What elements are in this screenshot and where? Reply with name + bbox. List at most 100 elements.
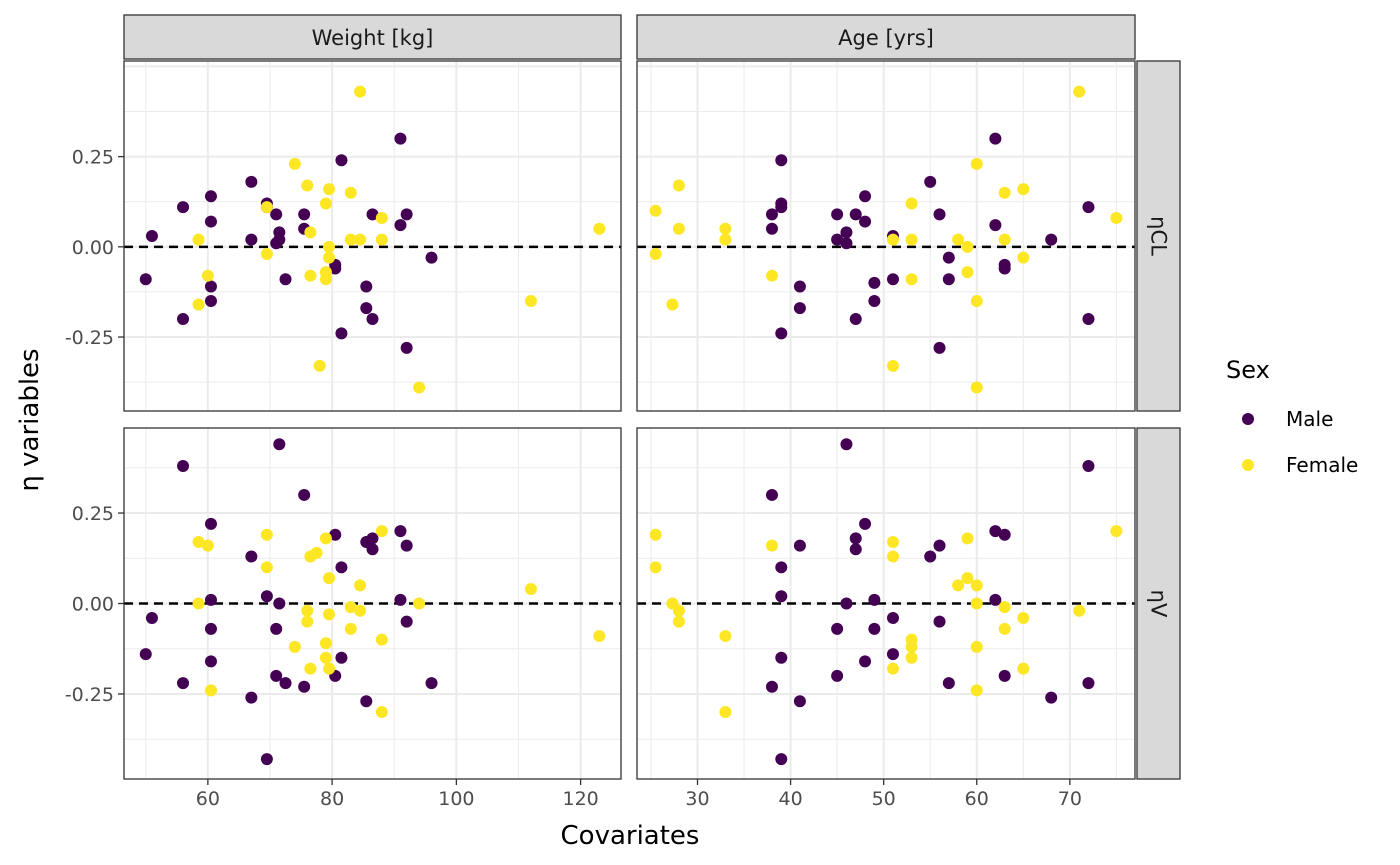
data-point-female [413,381,426,394]
data-point-female [593,222,606,235]
y-axis-title: η variables [15,348,45,491]
data-point-male [298,680,311,693]
x-tick-label: 70 [1058,788,1082,810]
data-point-male [840,226,853,239]
y-tick-label: -0.25 [65,327,114,349]
data-point-female [1017,662,1030,675]
data-point-female [666,298,679,311]
data-point-female [260,528,273,541]
data-point-male [849,543,862,556]
data-point-female [905,197,918,210]
data-point-female [593,630,606,643]
data-point-female [524,583,537,596]
data-point-male [886,611,899,624]
data-point-male [270,208,283,221]
data-point-female [375,233,388,246]
data-point-female [288,157,301,170]
data-point-male [204,517,217,530]
data-point-female [375,633,388,646]
data-point-female [649,528,662,541]
data-point-male [775,651,788,664]
data-point-male [366,208,379,221]
facet-strip-row [1136,427,1181,780]
data-point-male [1082,312,1095,325]
data-point-male [177,312,190,325]
data-point-male [924,175,937,188]
data-point-female [998,233,1011,246]
strips-layer: Weight [kg] Age [yrs] ηCL ηV [123,14,1181,780]
points-female-r0-c1 [649,85,1123,394]
data-point-female [1017,251,1030,264]
points-female-r1-c1 [649,525,1123,719]
x-tick-label: 60 [196,788,220,810]
points-male-r1-c1 [765,438,1095,766]
data-point-female [192,597,205,610]
data-point-male [245,550,258,563]
data-point-male [831,233,844,246]
data-point-female [905,233,918,246]
points-male-r1-c0 [139,438,438,766]
data-point-male [204,593,217,606]
panel-r1-c1 [637,428,1135,779]
x-tick-label: 40 [778,788,802,810]
panel-border [123,60,622,412]
data-point-male [400,208,413,221]
data-point-male [204,190,217,203]
legend-label-male: Male [1286,407,1333,431]
data-point-male [868,593,881,606]
data-point-female [319,637,332,650]
x-axis-title: Covariates [561,821,700,851]
data-point-male [886,273,899,286]
data-point-male [849,312,862,325]
data-point-male [765,222,778,235]
data-point-male [942,273,955,286]
data-point-female [310,546,323,559]
data-point-male [859,215,872,228]
data-point-female [323,183,336,196]
data-point-female [201,539,214,552]
y-tick-label: -0.25 [65,684,114,706]
data-point-male [831,669,844,682]
data-point-male [775,327,788,340]
data-point-male [204,622,217,635]
data-point-female [672,222,685,235]
data-point-female [961,240,974,253]
data-point-male [400,539,413,552]
data-point-female [319,532,332,545]
x-tick-label: 60 [965,788,989,810]
data-point-female [344,233,357,246]
data-point-female [905,273,918,286]
data-point-female [354,233,367,246]
data-point-male [335,154,348,167]
data-point-female [649,204,662,217]
data-point-female [905,640,918,653]
legend-items: Male Female [1242,407,1358,477]
data-point-male [1045,233,1058,246]
data-point-female [313,359,326,372]
data-point-female [344,622,357,635]
data-point-male [886,648,899,661]
data-point-female [961,266,974,279]
data-point-female [961,572,974,585]
data-point-male [298,488,311,501]
data-point-female [323,572,336,585]
data-point-male [139,273,152,286]
data-point-female [304,269,317,282]
legend-label-female: Female [1286,453,1358,477]
facet-strip-row [1136,60,1181,412]
data-point-male [831,208,844,221]
data-point-female [886,550,899,563]
legend-key-female [1242,459,1254,471]
data-point-male [765,488,778,501]
facet-strip-label: ηV [1147,590,1171,618]
data-point-male [204,280,217,293]
data-point-male [177,459,190,472]
data-point-male [273,597,286,610]
data-point-female [998,622,1011,635]
data-point-male [868,276,881,289]
data-point-female [354,579,367,592]
data-point-male [793,280,806,293]
data-point-male [765,208,778,221]
data-point-female [886,535,899,548]
